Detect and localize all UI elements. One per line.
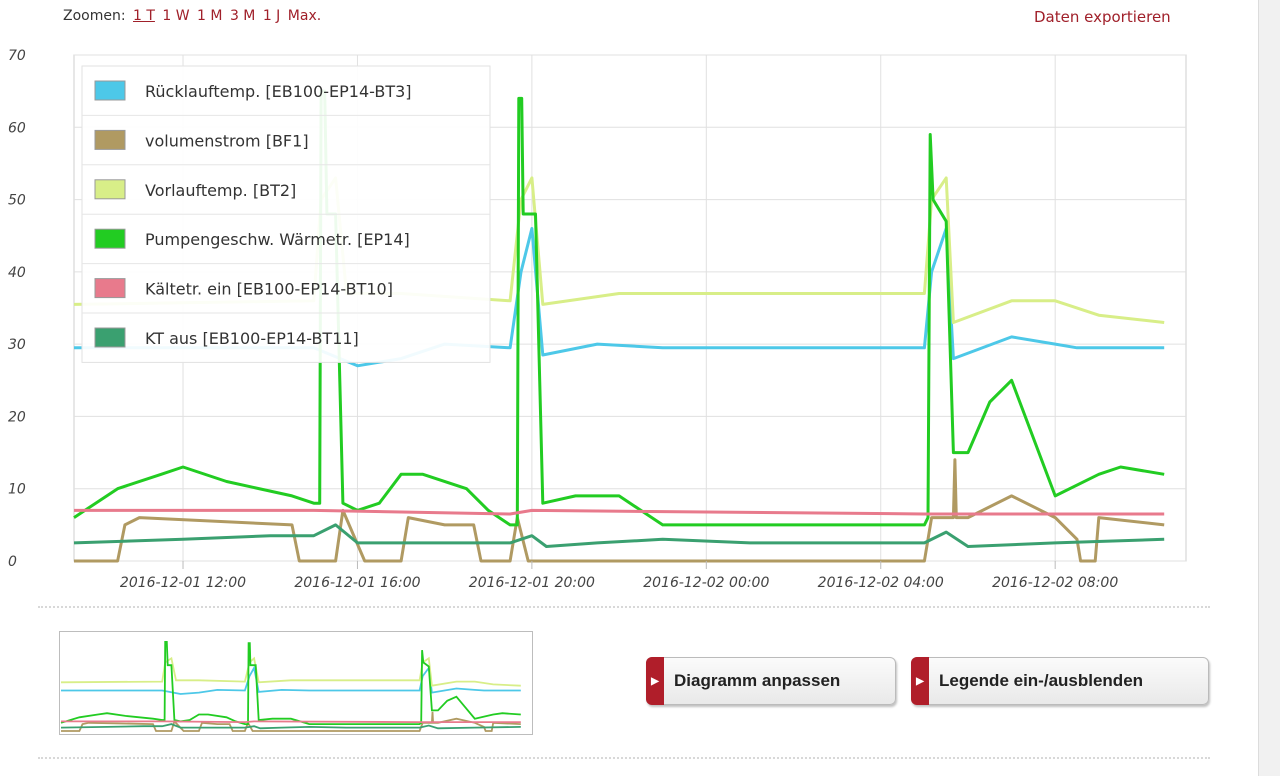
- play-icon: ▶: [916, 675, 924, 687]
- navigator-series-layer: [60, 641, 521, 732]
- x-tick-label: 2016-12-02 00:00: [643, 575, 769, 591]
- y-tick-label: 0: [8, 554, 17, 570]
- toggle-legend-button-tab: ▶: [911, 657, 929, 705]
- series-line-4: [74, 508, 1165, 516]
- x-tick-label: 2016-12-01 12:00: [120, 575, 246, 591]
- series-line-3: [73, 89, 1165, 527]
- divider-top: [38, 606, 1210, 608]
- zoom-option-1-month[interactable]: 1 M: [197, 8, 223, 24]
- legend-swatch-1[interactable]: [94, 129, 126, 150]
- adjust-chart-button-tab: ▶: [646, 657, 664, 705]
- export-data-link[interactable]: Daten exportieren: [1034, 8, 1171, 26]
- legend-swatch-4[interactable]: [94, 278, 126, 299]
- zoom-option-1-day[interactable]: 1 T: [133, 8, 155, 24]
- y-tick-label: 20: [8, 409, 26, 425]
- legend-label-5[interactable]: KT aus [EB100-EP14-BT11]: [145, 329, 359, 348]
- adjust-chart-button[interactable]: ▶ Diagramm anpassen: [646, 657, 896, 705]
- x-tick-label: 2016-12-01 16:00: [294, 575, 420, 591]
- legend-swatch-0[interactable]: [94, 80, 126, 101]
- x-tick-label: 2016-12-02 08:00: [992, 575, 1118, 591]
- y-tick-label: 10: [8, 482, 26, 498]
- legend-label-0[interactable]: Rücklauftemp. [EB100-EP14-BT3]: [145, 82, 412, 101]
- y-axis: 0 10 20 30 40 50 60 70: [8, 48, 26, 570]
- y-tick-label: 50: [8, 193, 26, 209]
- legend-swatch-3[interactable]: [94, 228, 126, 249]
- legend-label-4[interactable]: Kältetr. ein [EB100-EP14-BT10]: [145, 280, 393, 299]
- legend-label-1[interactable]: volumenstrom [BF1]: [145, 131, 309, 150]
- y-tick-label: 40: [8, 265, 26, 281]
- x-axis: 2016-12-01 12:00 2016-12-01 16:00 2016-12-…: [120, 561, 1118, 591]
- y-tick-label: 70: [8, 48, 26, 64]
- zoom-bar: Zoomen: 1 T 1 W 1 M 3 M 1 J Max.: [63, 8, 321, 24]
- divider-bottom: [38, 757, 1210, 759]
- toggle-legend-button-label: Legende ein-/ausblenden: [939, 671, 1144, 690]
- legend-swatch-2[interactable]: [94, 179, 126, 200]
- toggle-legend-button[interactable]: ▶ Legende ein-/ausblenden: [911, 657, 1209, 705]
- zoom-option-1-week[interactable]: 1 W: [162, 8, 190, 24]
- legend-label-2[interactable]: Vorlauftemp. [BT2]: [145, 181, 296, 200]
- navigator-line-5: [60, 723, 521, 730]
- x-tick-label: 2016-12-01 20:00: [469, 575, 595, 591]
- series-line-5: [73, 523, 1165, 548]
- chart-series-layer: [73, 89, 1165, 563]
- adjust-chart-button-label: Diagramm anpassen: [674, 671, 841, 690]
- legend-swatch-5[interactable]: [94, 327, 126, 348]
- zoom-option-1-year[interactable]: 1 J: [262, 8, 281, 24]
- navigator-chart[interactable]: [59, 631, 533, 735]
- zoom-label: Zoomen:: [63, 8, 126, 24]
- zoom-option-max[interactable]: Max.: [287, 8, 322, 24]
- navigator-line-4: [61, 720, 521, 724]
- y-tick-label: 60: [8, 120, 26, 136]
- play-icon: ▶: [651, 675, 659, 687]
- legend-label-3[interactable]: Pumpengeschw. Wärmetr. [EP14]: [145, 230, 410, 249]
- series-line-1: [74, 458, 1165, 563]
- chart-legend[interactable]: Rücklauftemp. [EB100-EP14-BT3] volumenstr…: [81, 65, 491, 363]
- page-scrollbar[interactable]: [1258, 0, 1280, 776]
- navigator-line-0: [61, 665, 521, 695]
- navigator-line-3: [60, 641, 521, 725]
- x-tick-label: 2016-12-02 04:00: [818, 575, 944, 591]
- zoom-option-3-months[interactable]: 3 M: [229, 8, 256, 24]
- navigator-line-2: [60, 656, 521, 687]
- y-tick-label: 30: [8, 337, 26, 353]
